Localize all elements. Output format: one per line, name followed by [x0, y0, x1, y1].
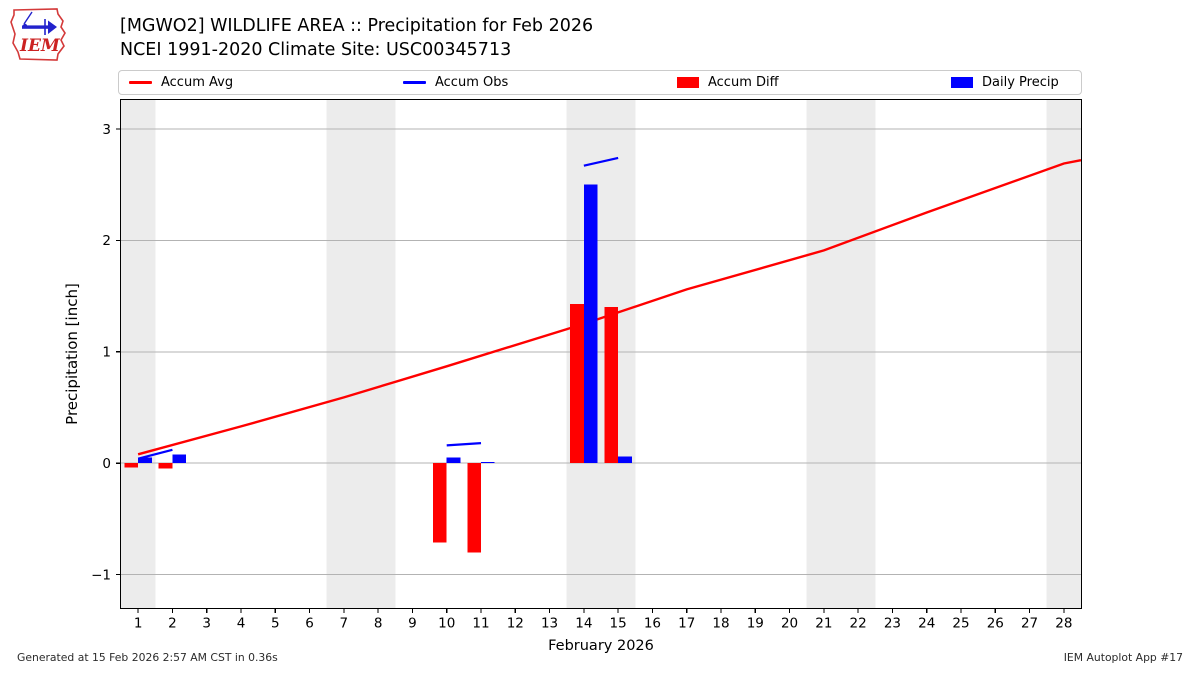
weekend-band	[361, 100, 396, 608]
x-tick-label: 2	[168, 616, 177, 632]
weathervane-icon	[22, 11, 57, 35]
x-tick-label: 6	[305, 616, 314, 632]
legend-label: Accum Diff	[708, 75, 779, 90]
x-tick-label: 4	[237, 616, 246, 632]
x-tick-label: 5	[271, 616, 280, 632]
accum-diff-bars	[124, 303, 619, 553]
x-tick-label: 11	[472, 616, 489, 632]
x-tick-label: 19	[747, 616, 764, 632]
chart-subtitle: NCEI 1991-2020 Climate Site: USC00345713	[120, 39, 512, 60]
y-tick-label: −1	[91, 567, 111, 583]
x-tick-label: 1	[134, 616, 143, 632]
accum-avg-line-swatch	[129, 81, 152, 84]
daily-precip-bar	[138, 457, 152, 464]
x-tick-label: 12	[507, 616, 524, 632]
x-tick-label: 14	[575, 616, 592, 632]
legend-item-daily-precip: Daily Precip	[941, 75, 1059, 90]
x-tick-label: 20	[781, 616, 798, 632]
x-tick-label: 18	[712, 616, 729, 632]
legend-label: Accum Obs	[435, 75, 509, 90]
accum-diff-bar-swatch	[677, 77, 699, 88]
generated-timestamp: Generated at 15 Feb 2026 2:57 AM CST in …	[17, 651, 278, 664]
weekend-band	[806, 100, 841, 608]
logo-text: IEM	[19, 36, 61, 56]
y-axis-label: Precipitation [inch]	[63, 283, 81, 425]
y-axis: −1 0 1 2 3 Precipitation [inch]	[63, 122, 121, 583]
x-tick-label: 22	[850, 616, 867, 632]
legend-label: Daily Precip	[982, 75, 1059, 90]
daily-precip-bar	[446, 457, 461, 464]
x-tick-label: 17	[678, 616, 695, 632]
x-axis: 1 2 3 4 5 6 7 8 9 10 11 12 13 14 15 16 17 18 19 20 21 22 23 24 2…	[134, 608, 1072, 654]
x-tick-label: 8	[374, 616, 383, 632]
x-tick-label: 26	[987, 616, 1004, 632]
iowa-outline	[10, 8, 66, 61]
legend-item-accum-obs: Accum Obs	[393, 75, 667, 90]
accum-avg-line	[137, 159, 1082, 456]
x-tick-label: 15	[610, 616, 627, 632]
iem-logo: IEM	[10, 8, 66, 61]
accum-diff-bar	[158, 463, 173, 469]
axes-box	[119, 98, 1083, 610]
chart-title: [MGWO2] WILDLIFE AREA :: Precipitation f…	[120, 16, 594, 36]
legend-item-accum-diff: Accum Diff	[667, 75, 941, 90]
weekend-band	[841, 100, 876, 608]
y-tick-label: 3	[102, 122, 111, 138]
weekend-band	[326, 100, 361, 608]
daily-precip-bar	[481, 461, 495, 464]
accum-diff-bar	[433, 463, 447, 543]
accum-obs-line-swatch	[403, 81, 426, 84]
accum-obs-line	[137, 156, 619, 460]
x-tick-label: 24	[918, 616, 935, 632]
legend-label: Accum Avg	[161, 75, 234, 90]
daily-precip-bar	[172, 454, 187, 464]
x-tick-label: 13	[541, 616, 558, 632]
accum-diff-bar	[124, 463, 139, 468]
x-tick-label: 23	[884, 616, 901, 632]
x-tick-label: 25	[952, 616, 969, 632]
daily-precip-bars	[138, 184, 632, 464]
app-credit: IEM Autoplot App #17	[1063, 651, 1183, 664]
accum-diff-bar	[467, 463, 481, 553]
chart-legend: Accum Avg Accum Obs Accum Diff Daily Pre…	[118, 70, 1082, 95]
accum-obs-segment	[583, 156, 619, 167]
accum-diff-bar	[604, 307, 619, 464]
y-tick-label: 1	[102, 345, 111, 361]
x-tick-label: 3	[202, 616, 211, 632]
y-tick-label: 2	[102, 233, 111, 249]
x-tick-label: 10	[438, 616, 455, 632]
daily-precip-bar	[618, 456, 632, 464]
accum-obs-segment	[137, 448, 173, 460]
accum-obs-segment	[446, 442, 482, 447]
x-tick-label: 7	[340, 616, 349, 632]
x-tick-label: 16	[644, 616, 661, 632]
legend-item-accum-avg: Accum Avg	[119, 75, 393, 90]
weekend-band	[121, 100, 156, 608]
x-tick-label: 28	[1055, 616, 1072, 632]
x-tick-label: 27	[1021, 616, 1038, 632]
weekend-band	[1046, 100, 1081, 608]
x-axis-label: February 2026	[548, 638, 654, 654]
weekend-shading	[121, 100, 1081, 608]
accum-diff-bar	[570, 303, 584, 464]
x-tick-label: 9	[408, 616, 417, 632]
daily-precip-bar-swatch	[951, 77, 973, 88]
x-tick-label: 21	[815, 616, 832, 632]
gridlines	[121, 128, 1081, 576]
chart-title-block: [MGWO2] WILDLIFE AREA :: Precipitation f…	[120, 15, 593, 62]
y-tick-label: 0	[102, 456, 111, 472]
daily-precip-bar	[583, 184, 598, 464]
